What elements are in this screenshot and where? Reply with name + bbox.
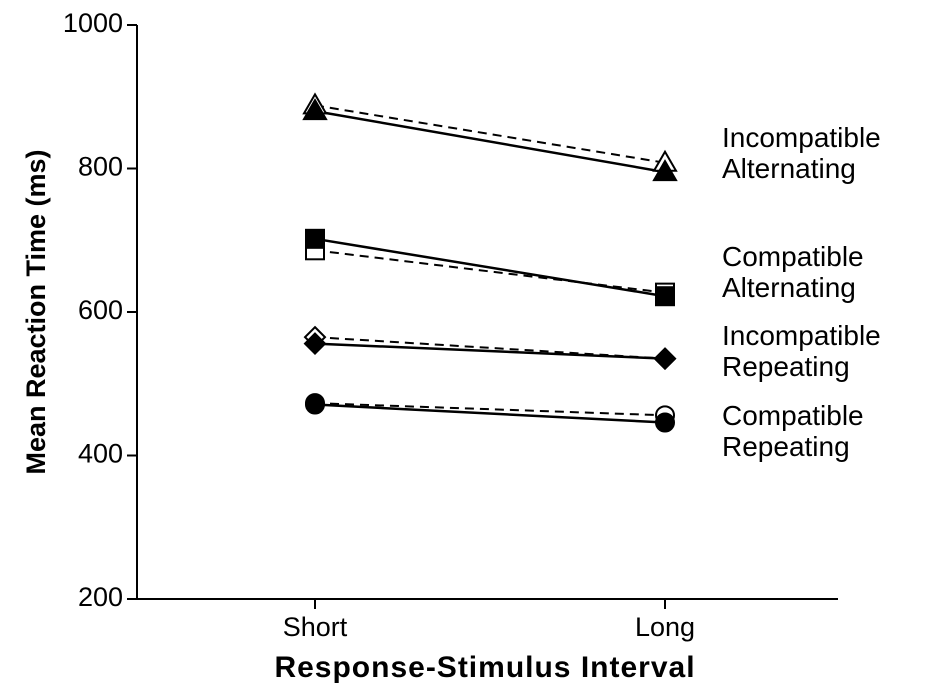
series-line-square-open: [314, 249, 666, 294]
data-point-circle-filled: [655, 412, 675, 433]
data-point-diamond-filled: [653, 347, 677, 371]
data-point-square-filled: [305, 228, 325, 249]
data-point-triangle-filled: [302, 98, 328, 121]
condition-label-line2: Alternating: [722, 153, 856, 184]
data-point-triangle-filled: [652, 159, 678, 182]
condition-label-line1: Compatible: [722, 400, 864, 431]
condition-label-line1: Compatible: [722, 241, 864, 272]
series-line-circle-filled: [314, 403, 666, 424]
series-line-circle-open: [314, 402, 666, 417]
condition-label-line2: Repeating: [722, 351, 850, 382]
series-markers: [302, 92, 678, 433]
y-tick-label: 400: [78, 439, 123, 469]
series-line-square-filled: [314, 237, 666, 298]
y-tick-label: 1000: [63, 8, 123, 38]
axes: [136, 25, 838, 600]
condition-label-line1: Incompatible: [722, 122, 881, 153]
series-line-triangle-filled: [314, 109, 666, 174]
series-lines: [314, 104, 666, 424]
y-tick-label: 800: [78, 152, 123, 182]
x-tick-label: Long: [635, 612, 695, 642]
series-line-diamond-filled: [314, 342, 666, 360]
condition-labels: IncompatibleAlternatingCompatibleAlterna…: [722, 122, 881, 462]
x-ticks: Short Long: [283, 599, 695, 642]
y-tick-label: 200: [78, 582, 123, 612]
condition-label-line1: Incompatible: [722, 320, 881, 351]
x-tick-label: Short: [283, 612, 348, 642]
condition-label-line2: Alternating: [722, 272, 856, 303]
y-axis-title: Mean Reaction Time (ms): [21, 149, 51, 474]
x-axis-title: Response-Stimulus Interval: [274, 651, 695, 684]
data-point-square-filled: [655, 286, 675, 307]
series-line-triangle-open: [314, 104, 666, 164]
condition-label-line2: Repeating: [722, 431, 850, 462]
data-point-circle-filled: [305, 394, 325, 415]
y-ticks: 200 400 600 800 1000: [63, 8, 137, 612]
y-tick-label: 600: [78, 295, 123, 325]
data-point-diamond-filled: [303, 332, 327, 355]
